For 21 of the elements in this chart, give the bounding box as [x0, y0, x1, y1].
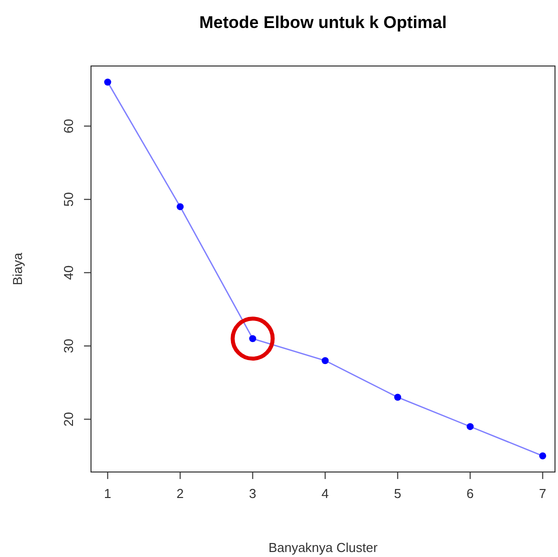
y-axis-title: Biaya	[10, 252, 25, 286]
x-tick-label: 1	[104, 486, 112, 501]
point	[322, 357, 329, 364]
x-axis-title: Banyaknya Cluster	[268, 540, 378, 555]
y-tick-label: 60	[61, 118, 76, 134]
point	[466, 423, 474, 430]
x-tick-label: 4	[322, 486, 329, 501]
y-tick-label: 50	[61, 192, 76, 207]
y-tick-label: 30	[61, 338, 76, 354]
point	[539, 452, 546, 460]
x-tick-label: 2	[176, 486, 184, 501]
y-tick-label: 40	[61, 265, 76, 280]
point	[176, 203, 184, 210]
x-tick-label: 6	[466, 486, 474, 501]
y-tick-label: 20	[61, 412, 76, 426]
x-tick-label: 5	[394, 486, 402, 501]
point	[394, 394, 402, 401]
point	[104, 78, 112, 86]
x-tick-label: 7	[539, 486, 546, 501]
x-tick-label: 3	[249, 486, 256, 501]
chart-title: Metode Elbow untuk k Optimal	[199, 13, 447, 32]
